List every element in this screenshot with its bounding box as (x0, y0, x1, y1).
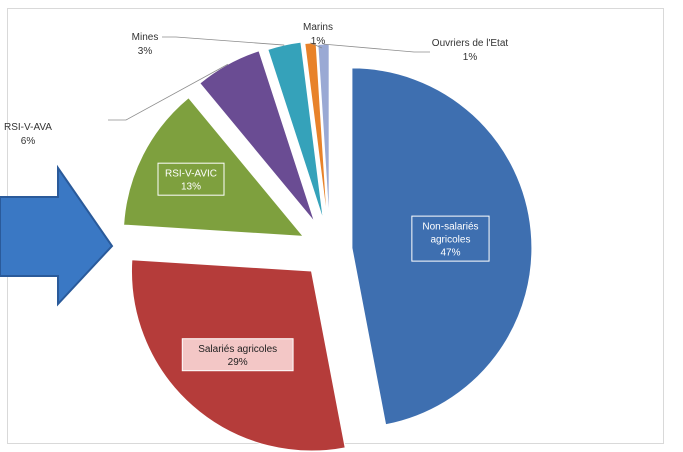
slice-name-label: RSI-V-AVA (4, 122, 52, 133)
slice-percent-label: 1% (463, 52, 478, 63)
right-arrow-shape (0, 164, 114, 307)
slice-name-label: Mines (132, 32, 159, 43)
data-label-box-non-salaries-agricoles (411, 215, 490, 262)
leader-line (323, 43, 430, 53)
slice-labels: Non-salariés agricoles 47% Salariés agricol… (4, 22, 509, 372)
slice-percent-label: 13% (181, 182, 201, 193)
slice-name-label: Ouvriers de l'Etat (432, 38, 509, 49)
slice-percent-label: 47% (440, 248, 460, 259)
slice-name-label: RSI-V-AVIC (165, 169, 217, 180)
leader-line (108, 63, 229, 121)
pie-slice-mines (267, 41, 324, 221)
slice-name-label: Salariés agricoles (198, 344, 277, 355)
slice-percent-label: 6% (21, 136, 36, 147)
slice-name-label: Marins (303, 22, 333, 33)
chart-frame (7, 8, 664, 444)
slice-percent-label: 3% (138, 46, 153, 57)
leader-line (162, 36, 285, 46)
slice-percent-label: 29% (228, 357, 248, 368)
pie-slice-rsi-v-ava (199, 50, 316, 223)
leader-line (310, 42, 323, 49)
pie-slice-non-salaries-agricoles (351, 67, 533, 426)
slice-name-label: agricoles (430, 235, 470, 246)
leader-lines (108, 36, 430, 121)
pie-slice-ouvriers-de-l-etat (317, 43, 330, 225)
pie-slice-rsi-v-avic (123, 96, 305, 237)
slice-name-label: Non-salariés (422, 222, 478, 233)
data-label-box-salaries-agricoles (181, 338, 294, 372)
data-label-box-rsi-v-avic (157, 162, 225, 196)
pie-slices (123, 41, 533, 452)
slice-percent-label: 1% (311, 36, 326, 47)
